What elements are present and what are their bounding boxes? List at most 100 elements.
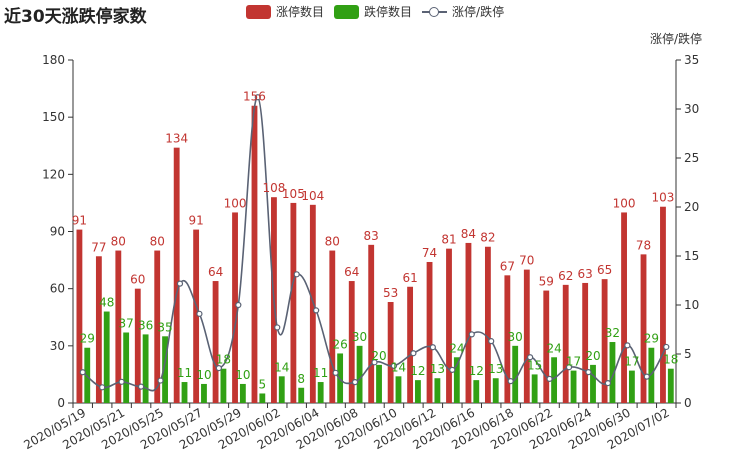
bar-limit-down [278, 376, 285, 403]
ratio-point [235, 301, 242, 309]
bar-limit-up [484, 246, 491, 403]
bar-limit-down [376, 364, 382, 403]
data-labels: 91 29 77 48 80 37 60 36 80 35 134 11 91 10 64 18 100 10 15… [72, 90, 679, 392]
bar-limit-up [407, 286, 414, 403]
ratio-point [293, 271, 300, 278]
data-label-limit-down: 48 [99, 296, 114, 310]
bar-limit-up [193, 229, 200, 403]
data-label-limit-down: 20 [585, 349, 600, 363]
y-left-tick-label: 30 [50, 339, 65, 353]
bar-limit-down [356, 345, 363, 403]
bar-limit-up [76, 229, 83, 403]
bar-limit-up [232, 212, 238, 403]
bar-limit-down [162, 336, 168, 403]
data-label-limit-up: 78 [636, 238, 651, 252]
ratio-point [429, 344, 436, 351]
data-label-limit-up: 82 [480, 231, 495, 245]
data-label-limit-up: 105 [282, 187, 305, 201]
legend-item-limit-up[interactable]: 涨停数目 [246, 3, 324, 20]
bar-limit-up [387, 302, 394, 403]
data-label-limit-up: 91 [188, 214, 203, 228]
y-right-tick-label: 30 [684, 102, 699, 116]
legend: 涨停数目 跌停数目 涨停/跌停 [246, 3, 504, 20]
bar-limit-up [601, 279, 608, 403]
bar-limit-up [329, 250, 336, 403]
data-label-limit-up: 81 [441, 233, 456, 247]
bar-limit-up [212, 281, 219, 403]
ratio-point [546, 375, 553, 382]
data-label-limit-up: 65 [597, 263, 612, 277]
data-label-limit-down: 11 [313, 366, 328, 380]
ratio-point [176, 280, 184, 287]
data-label-limit-down: 8 [297, 372, 305, 386]
bar-limit-up [562, 284, 569, 403]
y-left-tick-label: 180 [42, 53, 65, 67]
y-left-tick-label: 150 [42, 110, 65, 124]
ratio-point [663, 343, 670, 351]
bar-limit-down [609, 342, 616, 403]
data-label-limit-up: 64 [208, 265, 223, 279]
bar-limit-up [660, 206, 666, 403]
data-label-limit-up: 103 [652, 191, 675, 205]
data-label-limit-down: 12 [410, 364, 425, 378]
bar-limit-down [142, 334, 149, 403]
bars [76, 105, 674, 403]
data-label-limit-down: 10 [196, 368, 211, 382]
ratio-point [157, 377, 164, 384]
data-label-limit-up: 104 [301, 189, 324, 203]
ratio-point [468, 331, 475, 338]
data-label-limit-up: 84 [461, 227, 476, 241]
data-label-limit-down: 14 [391, 360, 406, 374]
ratio-point [410, 350, 417, 357]
data-label-limit-down: 36 [138, 318, 153, 332]
data-label-limit-down: 17 [566, 355, 581, 369]
data-label-limit-down: 13 [488, 362, 503, 376]
bar-limit-up [309, 204, 316, 403]
bar-limit-down [473, 380, 480, 403]
data-label-limit-up: 156 [243, 90, 266, 104]
data-label-limit-down: 30 [352, 330, 367, 344]
bar-limit-up [582, 282, 589, 403]
data-label-limit-up: 80 [325, 235, 340, 249]
data-label-limit-down: 10 [235, 368, 250, 382]
bar-limit-down [570, 370, 577, 403]
bar-limit-down [590, 364, 596, 403]
data-label-limit-down: 24 [449, 341, 464, 355]
data-label-limit-up: 64 [344, 265, 359, 279]
data-label-limit-up: 59 [539, 275, 554, 289]
data-label-limit-up: 61 [402, 271, 417, 285]
ratio-point [351, 379, 359, 386]
data-label-limit-down: 17 [624, 355, 639, 369]
bar-limit-up [134, 288, 141, 403]
ratio-point [332, 369, 339, 376]
legend-swatch-limit-up [246, 4, 271, 19]
ratio-point [274, 324, 281, 331]
ratio-point [585, 369, 592, 376]
bar-limit-down [220, 368, 227, 403]
data-label-limit-up: 63 [578, 267, 593, 281]
ratio-point [137, 383, 145, 390]
ratio-point [196, 310, 203, 317]
bar-limit-down [434, 378, 441, 403]
bar-limit-down [628, 370, 635, 403]
data-label-limit-up: 80 [150, 235, 165, 249]
ratio-line [79, 94, 670, 392]
ratio-point [488, 338, 495, 345]
data-label-limit-down: 24 [546, 341, 561, 355]
bar-limit-down [512, 345, 519, 403]
ratio-point [313, 307, 320, 314]
ratio-point [527, 354, 534, 361]
data-label-limit-down: 11 [177, 366, 192, 380]
data-label-limit-down: 18 [216, 353, 231, 367]
legend-item-limit-down[interactable]: 跌停数目 [334, 3, 412, 20]
data-label-limit-up: 53 [383, 286, 398, 300]
data-label-limit-down: 20 [371, 349, 386, 363]
data-label-limit-down: 12 [469, 364, 484, 378]
data-label-limit-down: 13 [430, 362, 445, 376]
data-label-limit-up: 100 [224, 196, 247, 210]
right-axis-name: 涨停/跌停 [649, 32, 702, 46]
bar-limit-up [621, 212, 627, 403]
data-label-limit-up: 134 [165, 132, 188, 146]
legend-item-ratio[interactable]: 涨停/跌停 [422, 3, 504, 20]
y-right-tick-label: 20 [684, 200, 699, 214]
